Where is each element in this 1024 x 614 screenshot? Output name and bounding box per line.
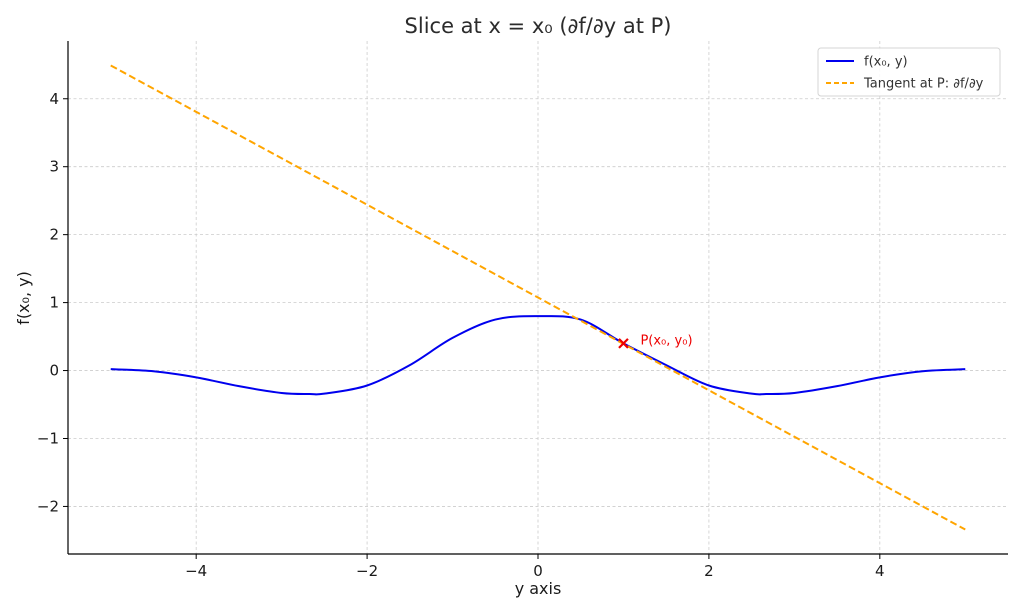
point-p-label: P(x₀, y₀) bbox=[640, 333, 692, 348]
y-tick-label: 4 bbox=[49, 90, 59, 108]
x-tick-label: −4 bbox=[185, 562, 207, 580]
y-tick-label: 1 bbox=[49, 294, 59, 312]
point-p-marker bbox=[618, 338, 629, 349]
legend-box bbox=[817, 47, 1001, 97]
y-tick-label: −1 bbox=[37, 429, 59, 447]
y-tick-label: 2 bbox=[49, 226, 59, 244]
x-tick-label: −2 bbox=[356, 562, 378, 580]
legend-label: f(x₀, y) bbox=[864, 55, 908, 70]
annotations: P(x₀, y₀) bbox=[618, 333, 693, 349]
chart-title: Slice at x = x₀ (∂f/∂y at P) bbox=[405, 14, 672, 38]
x-tick-label: 2 bbox=[704, 562, 714, 580]
series-line-tangent bbox=[110, 64, 966, 531]
x-tick-label: 0 bbox=[533, 562, 543, 580]
ticks: −4 −2 0 2 4 −2 −1 0 1 2 3 4 bbox=[37, 90, 885, 580]
y-tick-label: −2 bbox=[37, 497, 59, 515]
grid bbox=[68, 41, 1008, 554]
series-line-f bbox=[110, 315, 966, 396]
y-axis-label: f(x₀, y) bbox=[14, 271, 33, 325]
y-tick-label: 3 bbox=[49, 158, 59, 176]
x-axis-label: y axis bbox=[515, 579, 562, 598]
legend: f(x₀, y) Tangent at P: ∂f/∂y bbox=[817, 47, 1001, 97]
plot-area bbox=[110, 64, 966, 531]
x-tick-label: 4 bbox=[875, 562, 885, 580]
legend-label: Tangent at P: ∂f/∂y bbox=[863, 77, 984, 92]
y-tick-label: 0 bbox=[49, 362, 59, 380]
